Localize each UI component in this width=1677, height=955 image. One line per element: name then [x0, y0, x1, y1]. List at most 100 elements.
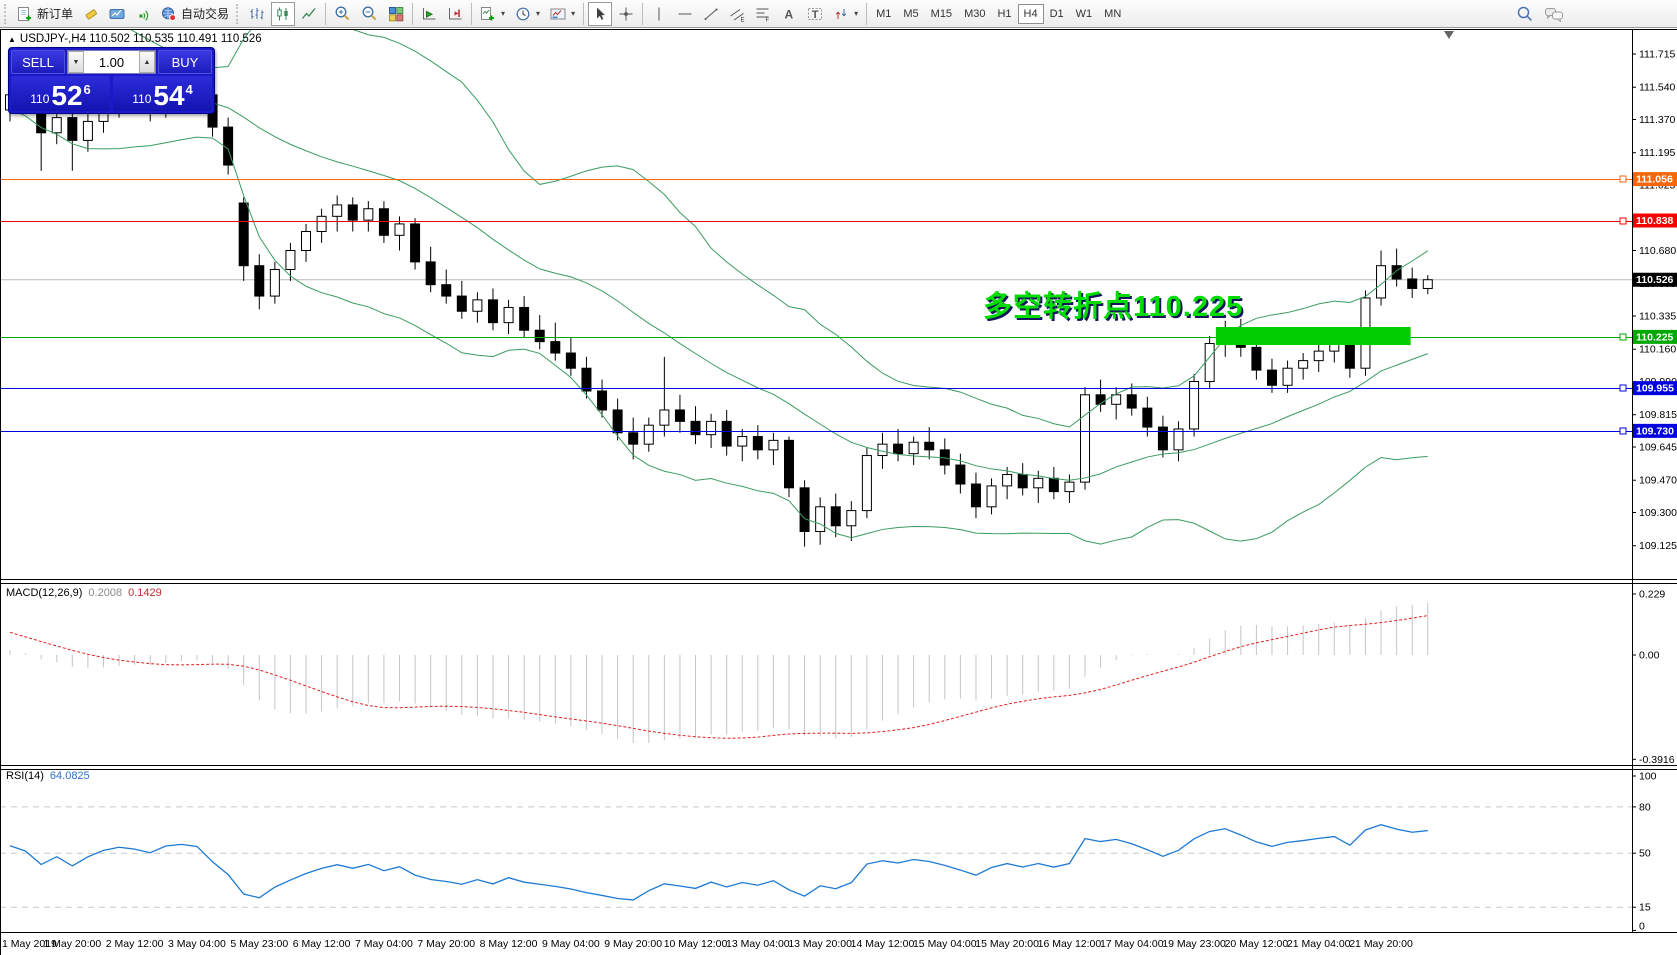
sell-button[interactable]: SELL — [11, 50, 65, 74]
buy-button[interactable]: BUY — [158, 50, 212, 74]
bid-price-prefix: 110 — [30, 92, 50, 106]
tile-windows-icon — [389, 6, 404, 21]
svg-text:9 May 20:00: 9 May 20:00 — [604, 938, 662, 950]
toolbar-separator — [412, 2, 414, 25]
svg-text:7 May 04:00: 7 May 04:00 — [355, 938, 413, 950]
svg-text:1 May 2019: 1 May 2019 — [2, 938, 57, 950]
channel-tool-button[interactable]: E — [725, 2, 749, 26]
new-order-label: 新订单 — [37, 7, 74, 21]
svg-text:109.730: 109.730 — [1636, 425, 1674, 437]
toolbar-grip — [4, 3, 9, 24]
bollinger-bands — [9, 30, 1429, 545]
highlight-zone[interactable] — [1215, 327, 1411, 346]
horizontal-line-tool-button[interactable] — [673, 2, 697, 26]
rsi-value: 64.0825 — [49, 770, 90, 782]
timeframe-h4-button[interactable]: H4 — [1017, 3, 1044, 24]
horizontal-lines[interactable] — [0, 175, 1632, 435]
autotrade-button[interactable]: 自动交易 — [157, 2, 233, 26]
volume-field[interactable]: 1.00 — [98, 54, 125, 70]
svg-text:21 May 20:00: 21 May 20:00 — [1349, 938, 1413, 950]
chat-bubbles-icon — [1545, 7, 1563, 22]
svg-text:5 May 23:00: 5 May 23:00 — [230, 938, 288, 950]
zoom-out-icon — [362, 6, 377, 21]
toolbar-separator — [325, 2, 327, 25]
main-toolbar: 新订单 自动交易 ▾ ▾ — [0, 0, 1677, 28]
signal-icon — [139, 10, 149, 21]
tile-windows-button[interactable] — [384, 2, 408, 26]
line-chart-mode-button[interactable] — [297, 2, 321, 26]
timeframe-m1-button[interactable]: M1 — [870, 4, 897, 24]
arrows-tool-button[interactable]: ▾ — [829, 2, 862, 26]
volume-decrease-button[interactable]: ▼ — [68, 51, 84, 73]
chart-title: ▲ USDJPY-,H4 110.502 110.535 110.491 110.… — [8, 33, 262, 45]
metaeditor-icon — [85, 8, 97, 19]
timeframe-m5-button[interactable]: M5 — [897, 4, 924, 24]
timeframe-mn-button[interactable]: MN — [1098, 4, 1127, 24]
svg-text:8 May 12:00: 8 May 12:00 — [480, 938, 538, 950]
volume-increase-button[interactable]: ▲ — [139, 51, 155, 73]
cursor-tool-button[interactable] — [588, 1, 613, 26]
candlestick-mode-button[interactable] — [271, 1, 296, 26]
bar-chart-mode-button[interactable] — [245, 2, 269, 26]
ask-price-tile[interactable]: 110 54 4 — [113, 76, 212, 111]
template-button[interactable]: ▾ — [546, 2, 579, 26]
svg-text:1 May 20:00: 1 May 20:00 — [43, 938, 101, 950]
fibonacci-tool-button[interactable]: F — [751, 2, 775, 26]
community-chat-button[interactable] — [1540, 2, 1568, 26]
svg-text:111.056: 111.056 — [1636, 174, 1673, 186]
svg-text:16 May 12:00: 16 May 12:00 — [1038, 938, 1102, 950]
crosshair-icon — [619, 7, 633, 20]
chart-shift-marker-icon[interactable] — [1444, 31, 1454, 39]
svg-text:10 May 12:00: 10 May 12:00 — [664, 938, 728, 950]
price-axis: 111.715111.540111.370111.195111.025110.8… — [1632, 49, 1677, 933]
new-order-button[interactable]: 新订单 — [13, 2, 77, 26]
chart-title-text: USDJPY-,H4 110.502 110.535 110.491 110.5… — [19, 33, 262, 45]
trendline-tool-button[interactable] — [699, 2, 723, 26]
svg-text:7 May 20:00: 7 May 20:00 — [417, 938, 475, 950]
svg-text:110.838: 110.838 — [1636, 215, 1674, 227]
crosshair-tool-button[interactable] — [614, 2, 638, 26]
timeframe-m15-button[interactable]: M15 — [925, 4, 958, 24]
auto-scroll-button[interactable] — [417, 2, 441, 26]
rsi-name: RSI(14) — [6, 770, 44, 782]
svg-text:109.955: 109.955 — [1636, 383, 1674, 395]
svg-text:111.540: 111.540 — [1639, 82, 1676, 94]
charts-community-button[interactable] — [105, 2, 129, 26]
svg-text:110.335: 110.335 — [1639, 310, 1676, 322]
line-chart-icon — [301, 7, 316, 19]
timeframe-w1-button[interactable]: W1 — [1070, 4, 1099, 24]
collapse-ohlc-icon[interactable]: ▲ — [8, 35, 16, 44]
svg-text:17 May 04:00: 17 May 04:00 — [1100, 938, 1164, 950]
equidistant-channel-icon: E — [730, 8, 745, 22]
indicators-button[interactable]: ▾ — [476, 2, 509, 26]
text-label-tool-button[interactable]: T — [803, 2, 827, 26]
zoom-in-button[interactable] — [330, 2, 355, 26]
macd-panel — [9, 603, 1429, 744]
timeframe-h1-button[interactable]: H1 — [991, 4, 1017, 24]
chart-shift-button[interactable] — [443, 2, 467, 26]
toolbar-grip — [236, 3, 241, 24]
search-button[interactable] — [1512, 2, 1538, 26]
annotation-text[interactable]: 多空转折点110.225 — [983, 291, 1244, 323]
dropdown-arrow-icon: ▾ — [854, 9, 859, 18]
zoom-out-button[interactable] — [357, 2, 382, 26]
arrow-objects-icon — [835, 8, 847, 19]
text-tool-button[interactable]: A — [777, 2, 801, 26]
svg-text:-0.3916: -0.3916 — [1639, 754, 1675, 766]
dropdown-arrow-icon: ▾ — [536, 9, 541, 18]
svg-text:20 May 12:00: 20 May 12:00 — [1225, 938, 1289, 950]
metaeditor-button[interactable] — [79, 2, 103, 26]
svg-text:110.225: 110.225 — [1636, 331, 1674, 343]
svg-text:0.00: 0.00 — [1639, 650, 1660, 662]
bid-price-tile[interactable]: 110 52 6 — [11, 76, 110, 111]
vertical-line-tool-button[interactable] — [647, 2, 671, 26]
timeframe-m30-button[interactable]: M30 — [958, 4, 991, 24]
macd-main-value: 0.2008 — [88, 587, 123, 599]
trendline-icon — [704, 8, 718, 20]
periods-button[interactable]: ▾ — [511, 2, 544, 26]
bid-price-big: 52 — [51, 80, 83, 112]
timeframe-d1-button[interactable]: D1 — [1044, 4, 1070, 24]
signals-button[interactable] — [131, 2, 155, 26]
